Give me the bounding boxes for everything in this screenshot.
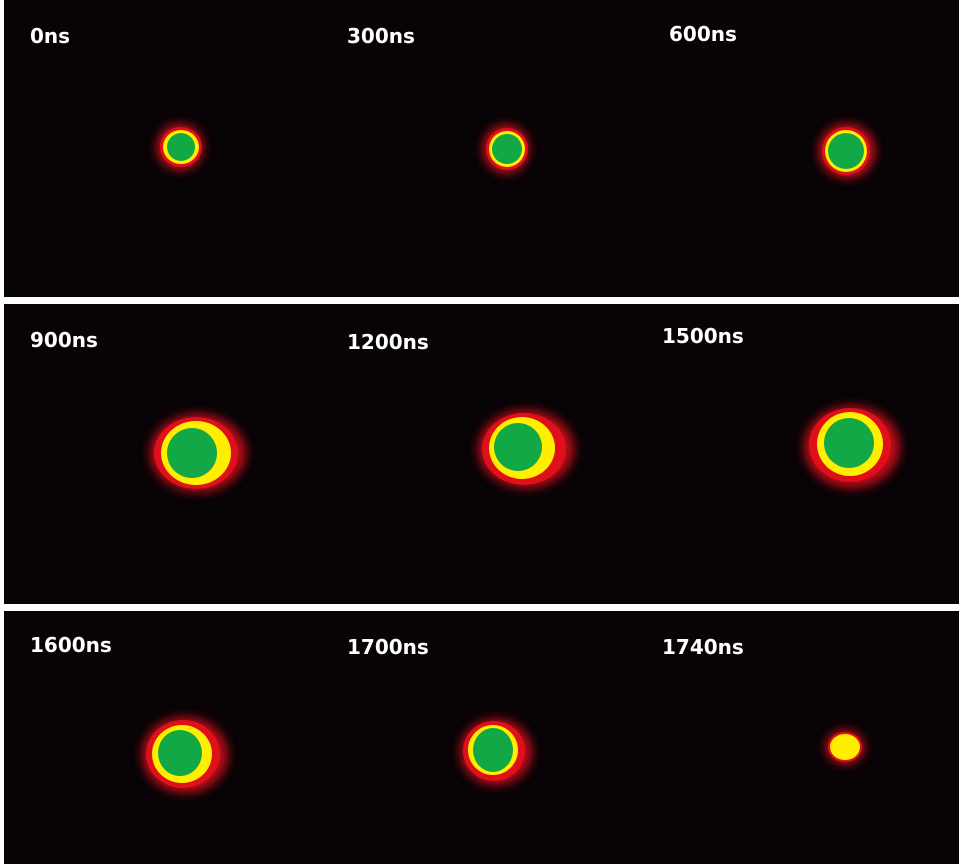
time-label: 1600ns xyxy=(30,633,112,657)
green-core xyxy=(494,423,542,471)
green-core xyxy=(473,728,513,772)
time-label: 1700ns xyxy=(347,635,429,659)
time-label: 0ns xyxy=(30,24,71,48)
green-core xyxy=(828,133,864,169)
green-core xyxy=(167,133,195,161)
green-core xyxy=(824,418,874,468)
time-label: 300ns xyxy=(347,24,415,48)
green-core xyxy=(158,730,202,776)
yellow-spot xyxy=(830,734,860,760)
time-label: 1500ns xyxy=(662,324,744,348)
time-label: 900ns xyxy=(30,328,98,352)
frame-row-1: 0ns 300ns 600ns xyxy=(4,0,959,297)
time-label: 600ns xyxy=(669,22,737,46)
time-label: 1740ns xyxy=(662,635,744,659)
green-core xyxy=(167,428,217,478)
time-label: 1200ns xyxy=(347,330,429,354)
frame-row-2: 900ns 1200ns 1500ns xyxy=(4,304,959,604)
frame-row-3: 1600ns 1700ns 1740ns xyxy=(4,611,959,864)
green-core xyxy=(492,134,522,164)
